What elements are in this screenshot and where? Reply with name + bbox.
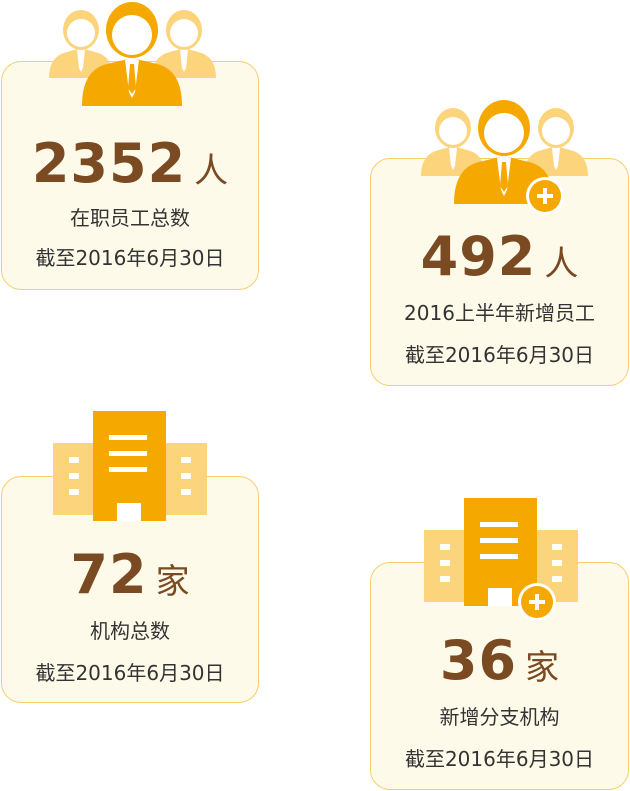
stat-unit: 人 <box>544 244 579 284</box>
stat-label: 2016上半年新增员工 <box>404 301 595 325</box>
building-icon <box>53 411 207 521</box>
stat-number: 2352 <box>31 132 187 195</box>
stat-value: 36 家 <box>371 629 628 692</box>
stat-date: 截至2016年6月30日 <box>404 343 595 367</box>
stat-value: 2352 人 <box>2 132 258 195</box>
stat-number: 72 <box>70 543 148 606</box>
stat-value: 492 人 <box>371 225 628 288</box>
stat-label: 新增分支机构 <box>439 705 560 729</box>
stat-number: 492 <box>420 225 537 288</box>
stat-unit: 家 <box>155 562 190 602</box>
building-add-icon <box>424 498 578 620</box>
stat-number: 36 <box>439 629 518 692</box>
stat-unit: 家 <box>525 648 560 688</box>
stat-date: 截至2016年6月30日 <box>404 747 595 771</box>
stat-value: 72 家 <box>2 543 258 606</box>
stat-date: 截至2016年6月30日 <box>35 246 225 270</box>
people-icon <box>49 2 216 106</box>
stat-unit: 人 <box>194 151 229 191</box>
stat-label: 机构总数 <box>90 619 170 643</box>
stat-date: 截至2016年6月30日 <box>35 661 225 685</box>
people-add-icon <box>421 100 588 215</box>
stat-label: 在职员工总数 <box>70 206 190 230</box>
